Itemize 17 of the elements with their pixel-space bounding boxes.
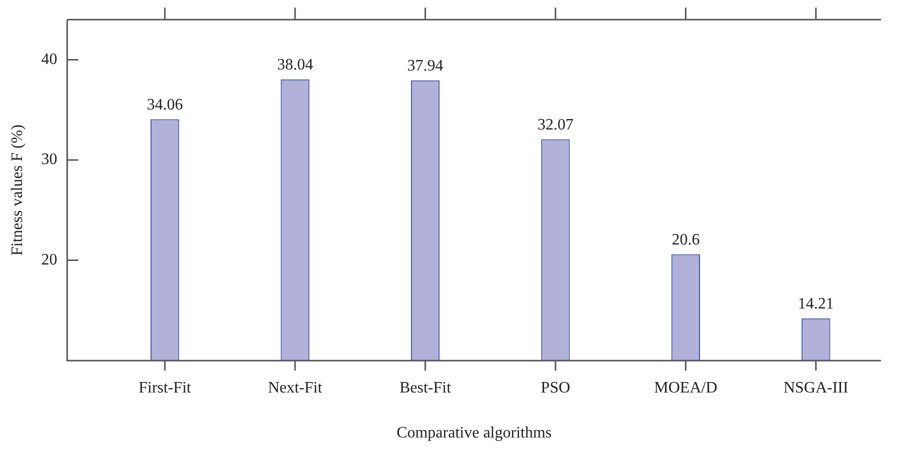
data-label: 37.94 (407, 58, 444, 75)
x-axis-title: Comparative algorithms (396, 424, 552, 442)
y-tick-label: 20 (41, 252, 58, 269)
y-axis-title: Fitness values F (%) (8, 124, 26, 256)
y-tick-label: 40 (41, 50, 58, 68)
data-label: 14.21 (798, 296, 834, 313)
data-label: 20.6 (672, 231, 700, 248)
x-tick-label: Next-Fit (268, 379, 323, 396)
y-tick-label: 30 (41, 151, 58, 168)
x-tick-label: NSGA-III (783, 379, 848, 396)
data-label: 38.04 (277, 56, 314, 74)
x-tick-label: Best-Fit (399, 379, 452, 396)
x-tick-label: PSO (540, 379, 570, 396)
data-label: 32.07 (537, 116, 574, 134)
x-tick-label: First-Fit (138, 379, 192, 396)
data-label: 34.06 (146, 96, 183, 114)
x-tick-label: MOEA/D (654, 379, 718, 396)
